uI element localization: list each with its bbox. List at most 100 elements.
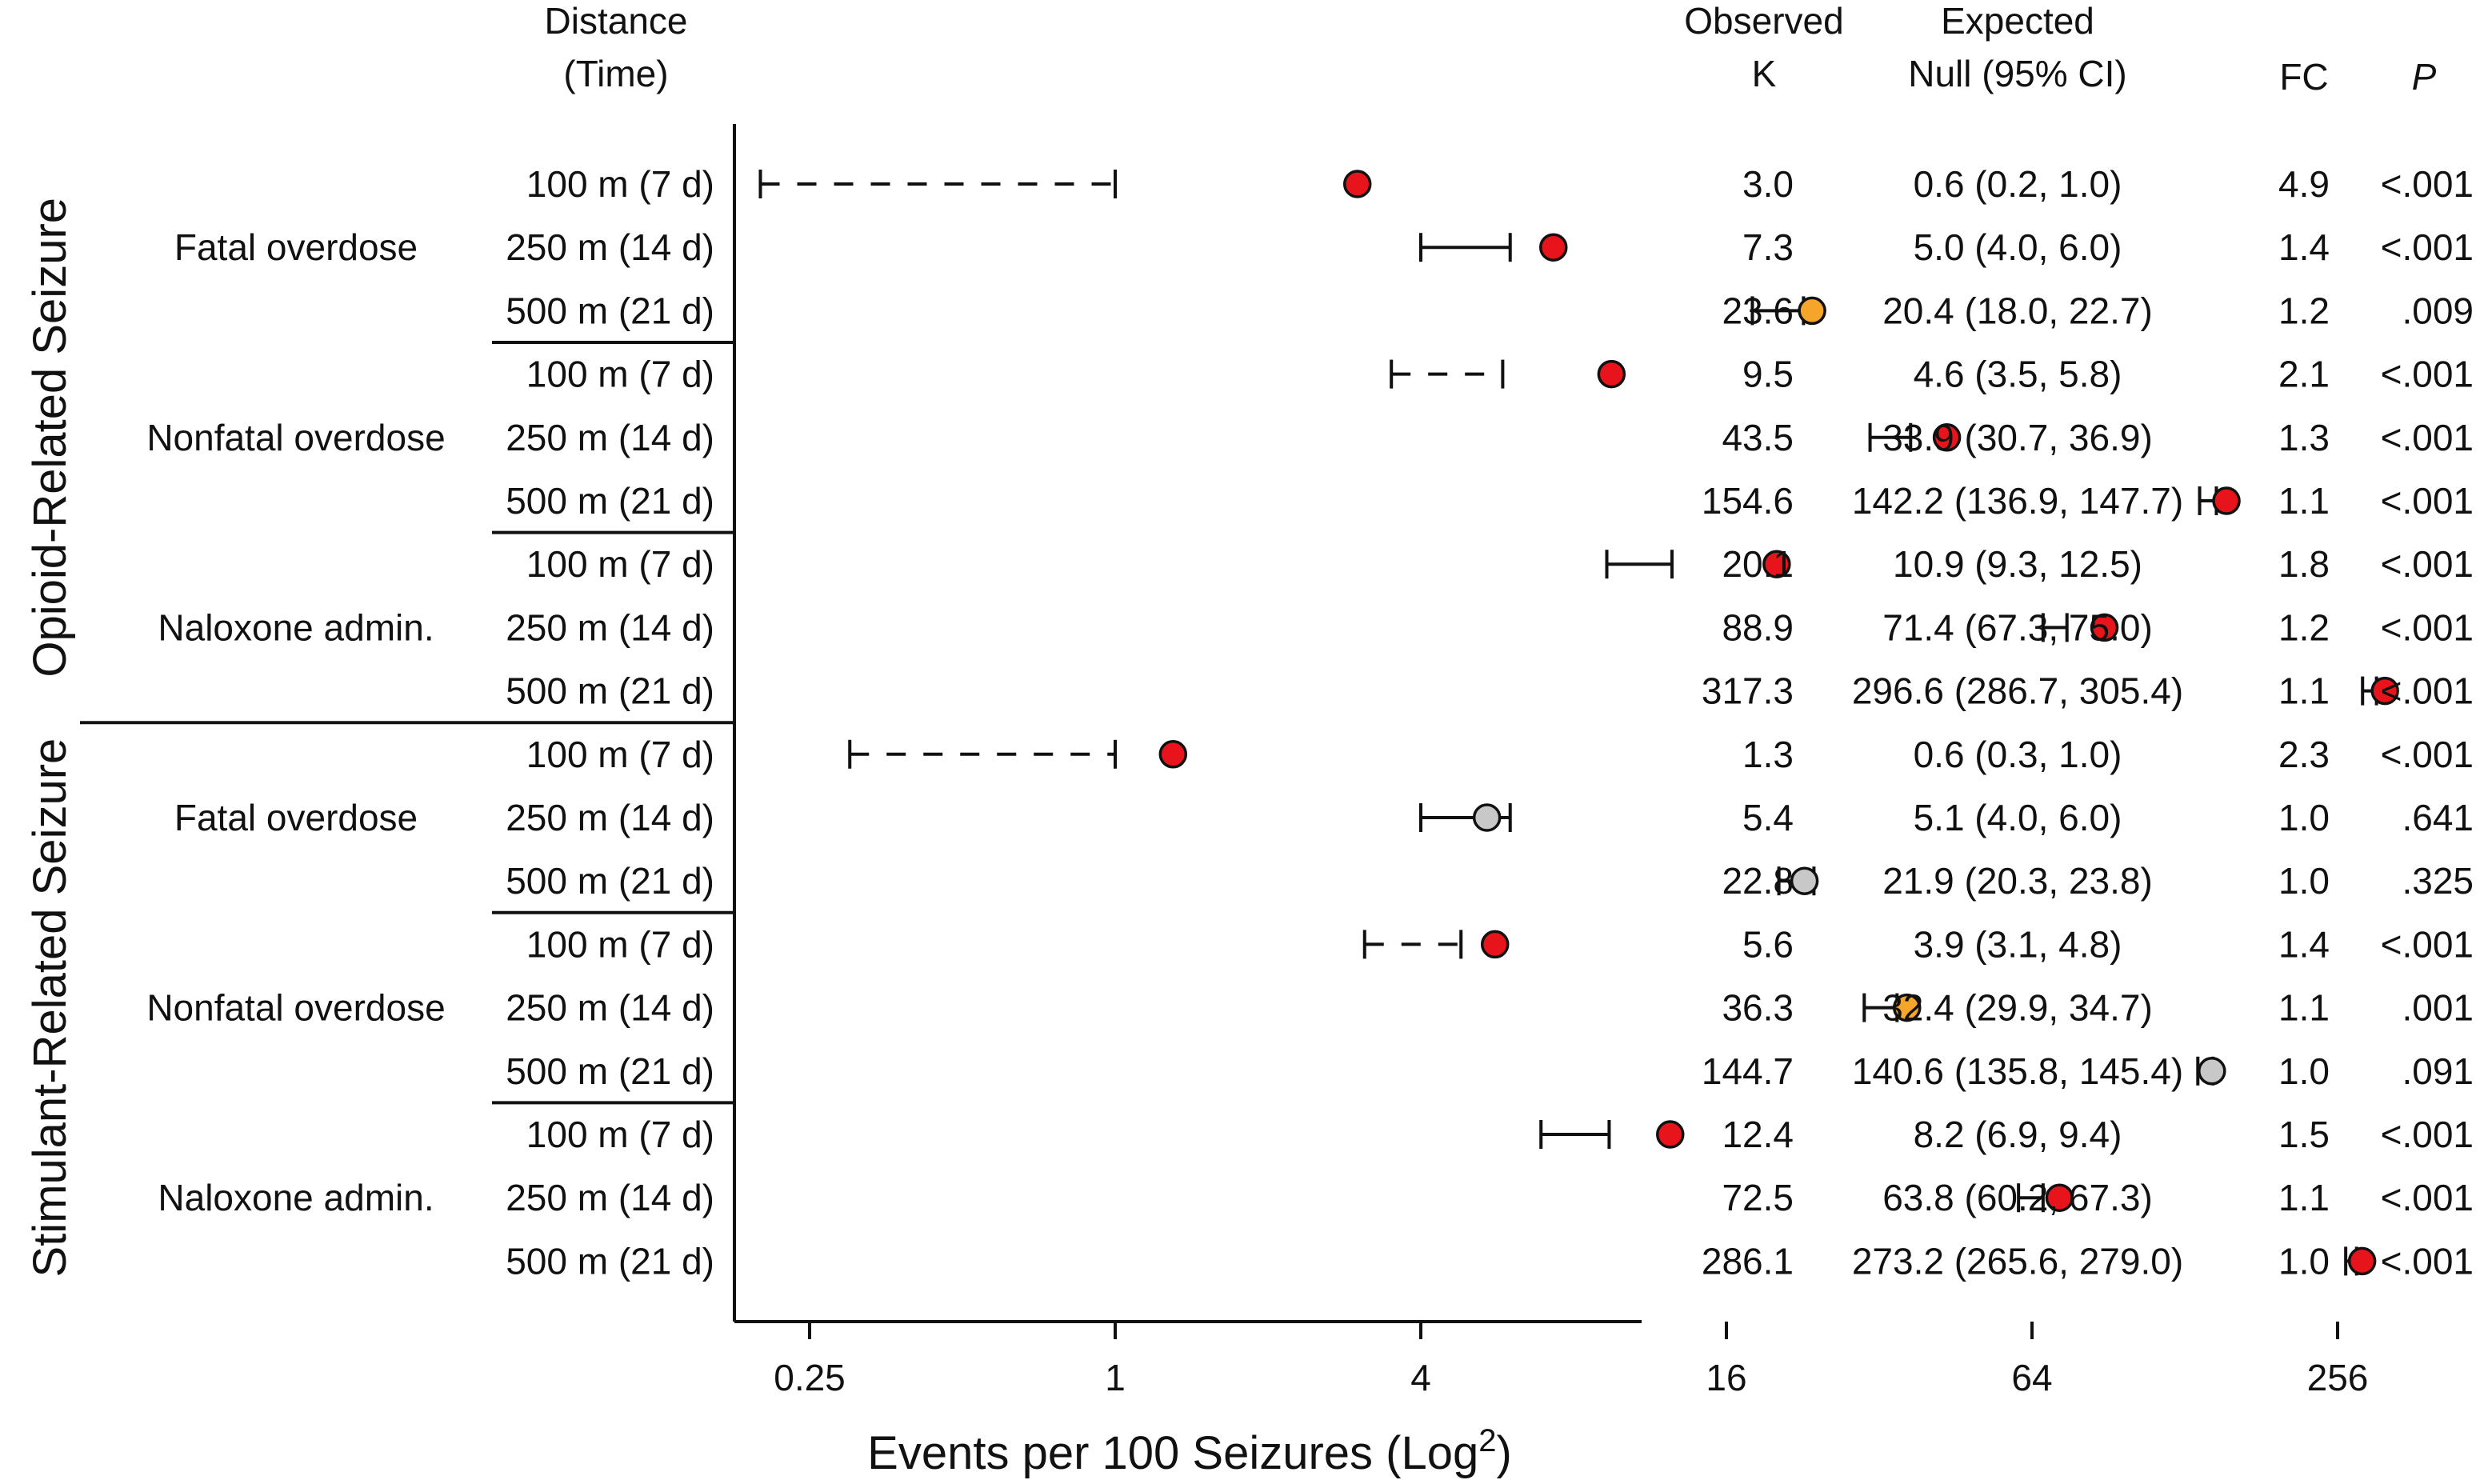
- observed-point: [1158, 740, 1188, 769]
- observed-value: 88.9: [1722, 606, 1794, 648]
- observed-point: [2370, 676, 2399, 706]
- observed-value: 23.6: [1722, 290, 1794, 331]
- group-label: Opioid-Related Seizure: [24, 198, 76, 678]
- expected-null-value: 142.2 (136.9, 147.7): [1852, 480, 2183, 522]
- table-row: 100 m (7 d) 3.0 0.6 (0.2, 1.0) 4.9 <.001: [526, 163, 2474, 205]
- x-axis-label: Events per 100 Seizures (Log2): [867, 1423, 1512, 1479]
- p-value: <.001: [2381, 417, 2474, 458]
- distance-label: 250 m (14 d): [506, 1177, 714, 1218]
- observed-value: 154.6: [1702, 480, 1794, 522]
- fc-value: 1.1: [2278, 670, 2330, 712]
- observed-value: 20.1: [1722, 543, 1794, 585]
- x-axis-ticks: 0.25 1 4 16 64 256: [774, 1322, 2368, 1398]
- outcome-label: Fatal overdose: [174, 797, 418, 838]
- x-tick-label: 0.25: [774, 1357, 846, 1398]
- distance-label: 250 m (14 d): [506, 417, 714, 458]
- p-value: <.001: [2381, 1177, 2474, 1218]
- table-row: 500 m (21 d) 144.7 140.6 (135.8, 145.4) 1.0…: [506, 1050, 2474, 1092]
- observed-value: 72.5: [1722, 1177, 1794, 1218]
- table-row: 500 m (21 d) 317.3 296.6 (286.7, 305.4) 1.1…: [506, 670, 2474, 712]
- x-tick-label: 4: [1410, 1357, 1431, 1398]
- observed-value: 22.8: [1722, 860, 1794, 902]
- expected-null-value: 4.6 (3.5, 5.8): [1914, 354, 2122, 395]
- distance-label: 500 m (21 d): [506, 480, 714, 522]
- fc-value: 1.2: [2278, 606, 2330, 648]
- table-row: 500 m (21 d) 154.6 142.2 (136.9, 147.7) 1.1…: [506, 480, 2474, 522]
- observed-point: [1790, 866, 1819, 895]
- expected-null-value: 63.8 (60.2, 67.3): [1882, 1177, 2153, 1218]
- observed-point: [1539, 233, 1568, 262]
- table-row: 250 m (14 d) 36.3 32.4 (29.9, 34.7) 1.1 .001: [506, 987, 2474, 1029]
- fc-value: 1.3: [2278, 417, 2330, 458]
- outcome-label: Naloxone admin.: [158, 1177, 434, 1218]
- fc-value: 1.4: [2278, 226, 2330, 268]
- observed-point: [2212, 486, 2241, 515]
- observed-value: 5.6: [1742, 923, 1794, 965]
- p-value: <.001: [2381, 354, 2474, 395]
- p-value: .001: [2402, 987, 2474, 1029]
- expected-null-value: 273.2 (265.6, 279.0): [1852, 1240, 2183, 1282]
- observed-value: 5.4: [1742, 797, 1794, 838]
- p-value: <.001: [2381, 734, 2474, 775]
- header-distance-line2: (Time): [563, 53, 668, 94]
- observed-point: [2045, 1183, 2074, 1212]
- table-row: 250 m (14 d) 43.5 33.9 (30.7, 36.9) 1.3 <.00…: [506, 417, 2474, 458]
- observed-value: 144.7: [1702, 1050, 1794, 1092]
- table-row: 500 m (21 d) 22.8 21.9 (20.3, 23.8) 1.0 .325: [506, 860, 2474, 902]
- table-row: 100 m (7 d) 1.3 0.6 (0.3, 1.0) 2.3 <.001: [526, 734, 2474, 775]
- observed-point: [1762, 550, 1791, 578]
- table-row: 100 m (7 d) 20.1 10.9 (9.3, 12.5) 1.8 <.001: [526, 543, 2474, 585]
- group-labels: Fatal overdose Nonfatal overdose Naloxone …: [24, 198, 446, 1278]
- expected-null-value: 71.4 (67.3, 75.0): [1882, 606, 2153, 648]
- header-observed-line2: K: [1752, 53, 1777, 94]
- expected-null-value: 5.1 (4.0, 6.0): [1914, 797, 2122, 838]
- table-row: 100 m (7 d) 12.4 8.2 (6.9, 9.4) 1.5 <.001: [526, 1114, 2474, 1155]
- distance-label: 100 m (7 d): [526, 734, 714, 775]
- expected-null-value: 140.6 (135.8, 145.4): [1852, 1050, 2183, 1092]
- expected-null-value: 32.4 (29.9, 34.7): [1882, 987, 2153, 1029]
- observed-value: 1.3: [1742, 734, 1794, 775]
- observed-value: 3.0: [1742, 163, 1794, 205]
- table-row: 500 m (21 d) 23.6 20.4 (18.0, 22.7) 1.2 .009: [506, 290, 2474, 331]
- observed-point: [1480, 930, 1510, 959]
- distance-label: 100 m (7 d): [526, 1114, 714, 1155]
- table-row: 250 m (14 d) 72.5 63.8 (60.2, 67.3) 1.1 <.00…: [506, 1177, 2474, 1218]
- fc-value: 1.1: [2278, 987, 2330, 1029]
- fc-value: 1.0: [2278, 860, 2330, 902]
- distance-label: 250 m (14 d): [506, 797, 714, 838]
- p-value: <.001: [2381, 606, 2474, 648]
- p-value: .325: [2402, 860, 2474, 902]
- fc-value: 2.1: [2278, 354, 2330, 395]
- table-row: 100 m (7 d) 9.5 4.6 (3.5, 5.8) 2.1 <.001: [526, 354, 2474, 395]
- distance-label: 500 m (21 d): [506, 1240, 714, 1282]
- distance-label: 100 m (7 d): [526, 543, 714, 585]
- p-value: .091: [2402, 1050, 2474, 1092]
- observed-point: [2198, 1057, 2226, 1086]
- p-value: <.001: [2381, 226, 2474, 268]
- observed-value: 12.4: [1722, 1114, 1794, 1155]
- header-expected-line2: Null (95% CI): [1908, 53, 2127, 94]
- x-tick-label: 1: [1105, 1357, 1126, 1398]
- table-row: 500 m (21 d) 286.1 273.2 (265.6, 279.0) 1.0…: [506, 1240, 2474, 1282]
- observed-point: [1798, 296, 1826, 326]
- distance-label: 250 m (14 d): [506, 987, 714, 1029]
- distance-label: 100 m (7 d): [526, 354, 714, 395]
- fc-value: 1.2: [2278, 290, 2330, 331]
- distance-label: 500 m (21 d): [506, 670, 714, 712]
- observed-point: [1342, 170, 1372, 198]
- observed-point: [1597, 359, 1626, 389]
- fc-value: 1.0: [2278, 1050, 2330, 1092]
- observed-point: [2347, 1246, 2377, 1276]
- observed-value: 9.5: [1742, 354, 1794, 395]
- p-value: .009: [2402, 290, 2474, 331]
- table-row: 250 m (14 d) 7.3 5.0 (4.0, 6.0) 1.4 <.001: [506, 226, 2474, 268]
- observed-value: 317.3: [1702, 670, 1794, 712]
- expected-null-value: 21.9 (20.3, 23.8): [1882, 860, 2153, 902]
- p-value: <.001: [2381, 670, 2474, 712]
- row-separators: [80, 341, 734, 1105]
- p-value: <.001: [2381, 163, 2474, 205]
- expected-null-value: 8.2 (6.9, 9.4): [1914, 1114, 2122, 1155]
- fc-value: 2.3: [2278, 734, 2330, 775]
- observed-value: 286.1: [1702, 1240, 1794, 1282]
